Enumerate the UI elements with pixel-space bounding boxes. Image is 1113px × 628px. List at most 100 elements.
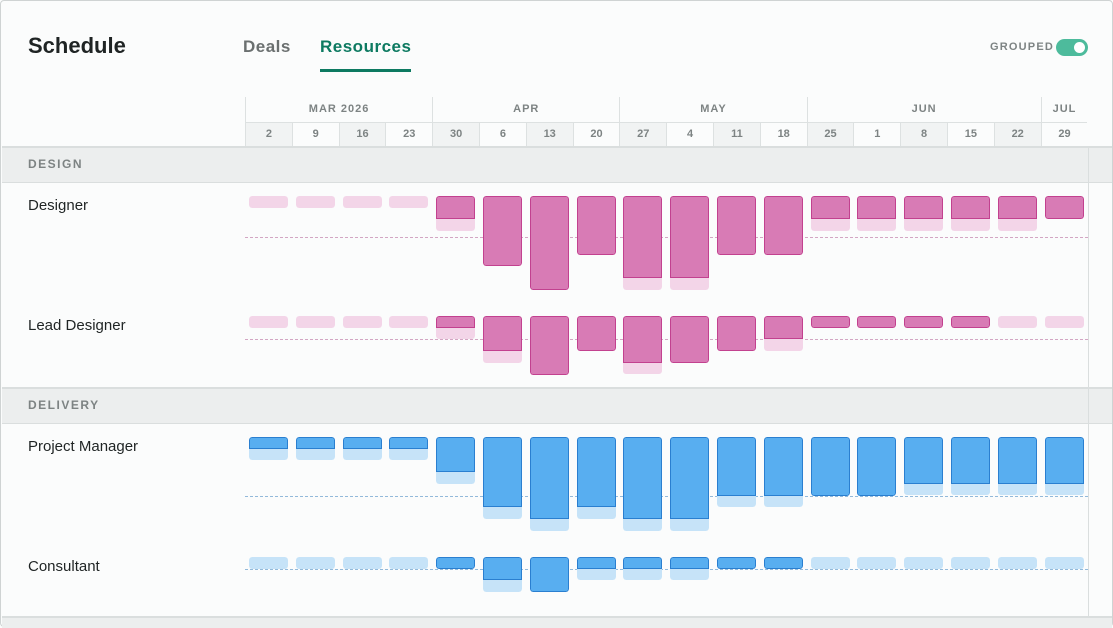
allocation-bar[interactable]	[857, 437, 897, 496]
allocation-bar[interactable]	[810, 557, 850, 569]
allocation-bar[interactable]	[717, 557, 756, 569]
allocation-bar[interactable]	[249, 557, 288, 569]
allocation-bar[interactable]	[904, 196, 944, 232]
allocation-bar[interactable]	[670, 196, 710, 290]
allocation-bar[interactable]	[342, 437, 382, 461]
tentative-segment	[810, 557, 850, 569]
resource-name[interactable]: Consultant	[28, 558, 100, 575]
allocation-bar[interactable]	[763, 557, 803, 569]
group-header-delivery[interactable]: DELIVERY	[2, 387, 1112, 424]
week-label: 30	[432, 122, 479, 146]
allocation-bar[interactable]	[576, 196, 616, 255]
tentative-segment	[623, 277, 663, 290]
allocation-bar[interactable]	[295, 316, 335, 328]
allocation-bar[interactable]	[1044, 196, 1084, 220]
allocation-bar[interactable]	[763, 196, 803, 255]
resource-name[interactable]: Project Manager	[28, 438, 139, 455]
allocation-bar[interactable]	[249, 316, 288, 328]
allocated-segment	[717, 557, 756, 569]
allocated-segment	[717, 196, 756, 255]
allocation-bar[interactable]	[249, 196, 288, 208]
allocated-segment	[576, 437, 616, 508]
allocation-bar[interactable]	[904, 557, 944, 569]
allocation-bar[interactable]	[623, 557, 663, 581]
allocation-bar[interactable]	[529, 316, 569, 375]
allocation-bar[interactable]	[623, 437, 663, 531]
allocation-bar[interactable]	[810, 196, 850, 232]
allocation-bar[interactable]	[576, 437, 616, 519]
allocation-bar[interactable]	[717, 196, 756, 255]
allocation-bar[interactable]	[951, 557, 990, 569]
allocation-bar[interactable]	[249, 437, 288, 461]
allocation-bar[interactable]	[436, 557, 476, 569]
allocation-bar[interactable]	[389, 316, 429, 328]
allocation-bar[interactable]	[1044, 437, 1084, 496]
tentative-segment	[576, 507, 616, 519]
grouped-toggle[interactable]	[1056, 39, 1088, 56]
allocation-bar[interactable]	[810, 316, 850, 328]
allocation-bar[interactable]	[717, 437, 756, 508]
allocated-segment	[436, 557, 476, 569]
allocation-bar[interactable]	[763, 316, 803, 352]
allocation-bar[interactable]	[576, 557, 616, 581]
tentative-segment	[342, 196, 382, 208]
allocation-bar[interactable]	[1044, 557, 1084, 569]
week-label: 8	[900, 122, 947, 146]
allocation-bar[interactable]	[810, 437, 850, 496]
allocation-bar[interactable]	[342, 557, 382, 569]
allocation-bar[interactable]	[857, 557, 897, 569]
allocation-bar[interactable]	[483, 316, 522, 363]
allocation-bar[interactable]	[389, 437, 429, 461]
allocation-bar[interactable]	[997, 437, 1037, 496]
allocation-bar[interactable]	[436, 196, 476, 232]
tentative-segment	[389, 196, 429, 208]
allocation-bar[interactable]	[951, 316, 990, 328]
allocation-bar[interactable]	[904, 437, 944, 496]
allocation-bar[interactable]	[295, 437, 335, 461]
allocation-bar[interactable]	[483, 437, 522, 519]
week-label: 25	[806, 122, 854, 146]
allocation-bar[interactable]	[717, 316, 756, 352]
allocation-bar[interactable]	[295, 557, 335, 569]
allocation-bar[interactable]	[623, 196, 663, 290]
allocation-bar[interactable]	[857, 316, 897, 328]
allocation-bar[interactable]	[295, 196, 335, 208]
allocation-bar[interactable]	[623, 316, 663, 375]
allocation-bar[interactable]	[483, 196, 522, 267]
tab-deals[interactable]: Deals	[243, 37, 291, 56]
allocation-bar[interactable]	[483, 557, 522, 593]
capacity-line	[245, 339, 1088, 341]
allocation-bar[interactable]	[857, 196, 897, 232]
allocation-bar[interactable]	[997, 557, 1037, 569]
allocation-bar[interactable]	[997, 316, 1037, 328]
tentative-segment	[342, 557, 382, 569]
allocated-segment	[997, 437, 1037, 484]
allocation-bar[interactable]	[670, 557, 710, 581]
allocation-bar[interactable]	[951, 437, 990, 496]
tentative-segment	[249, 196, 288, 208]
allocation-bar[interactable]	[529, 196, 569, 290]
group-header-design[interactable]: DESIGN	[2, 146, 1112, 183]
allocation-bar[interactable]	[529, 557, 569, 593]
allocation-bar[interactable]	[670, 316, 710, 363]
allocation-bar[interactable]	[763, 437, 803, 508]
allocation-bar[interactable]	[389, 196, 429, 208]
resource-name[interactable]: Designer	[28, 197, 89, 214]
tab-resources[interactable]: Resources	[320, 37, 412, 72]
tentative-segment	[436, 327, 476, 340]
allocation-bar[interactable]	[904, 316, 944, 328]
allocation-bar[interactable]	[342, 196, 382, 208]
allocation-bar[interactable]	[342, 316, 382, 328]
allocation-bar[interactable]	[576, 316, 616, 352]
allocation-bar[interactable]	[1044, 316, 1084, 328]
allocation-bar[interactable]	[529, 437, 569, 531]
allocation-bar[interactable]	[389, 557, 429, 569]
allocation-bar[interactable]	[951, 196, 990, 232]
allocation-bar[interactable]	[436, 316, 476, 340]
allocation-bar[interactable]	[436, 437, 476, 484]
allocation-bar[interactable]	[670, 437, 710, 531]
allocated-segment	[623, 437, 663, 519]
resource-name[interactable]: Lead Designer	[28, 317, 126, 334]
allocated-segment	[904, 196, 944, 220]
allocation-bar[interactable]	[997, 196, 1037, 232]
